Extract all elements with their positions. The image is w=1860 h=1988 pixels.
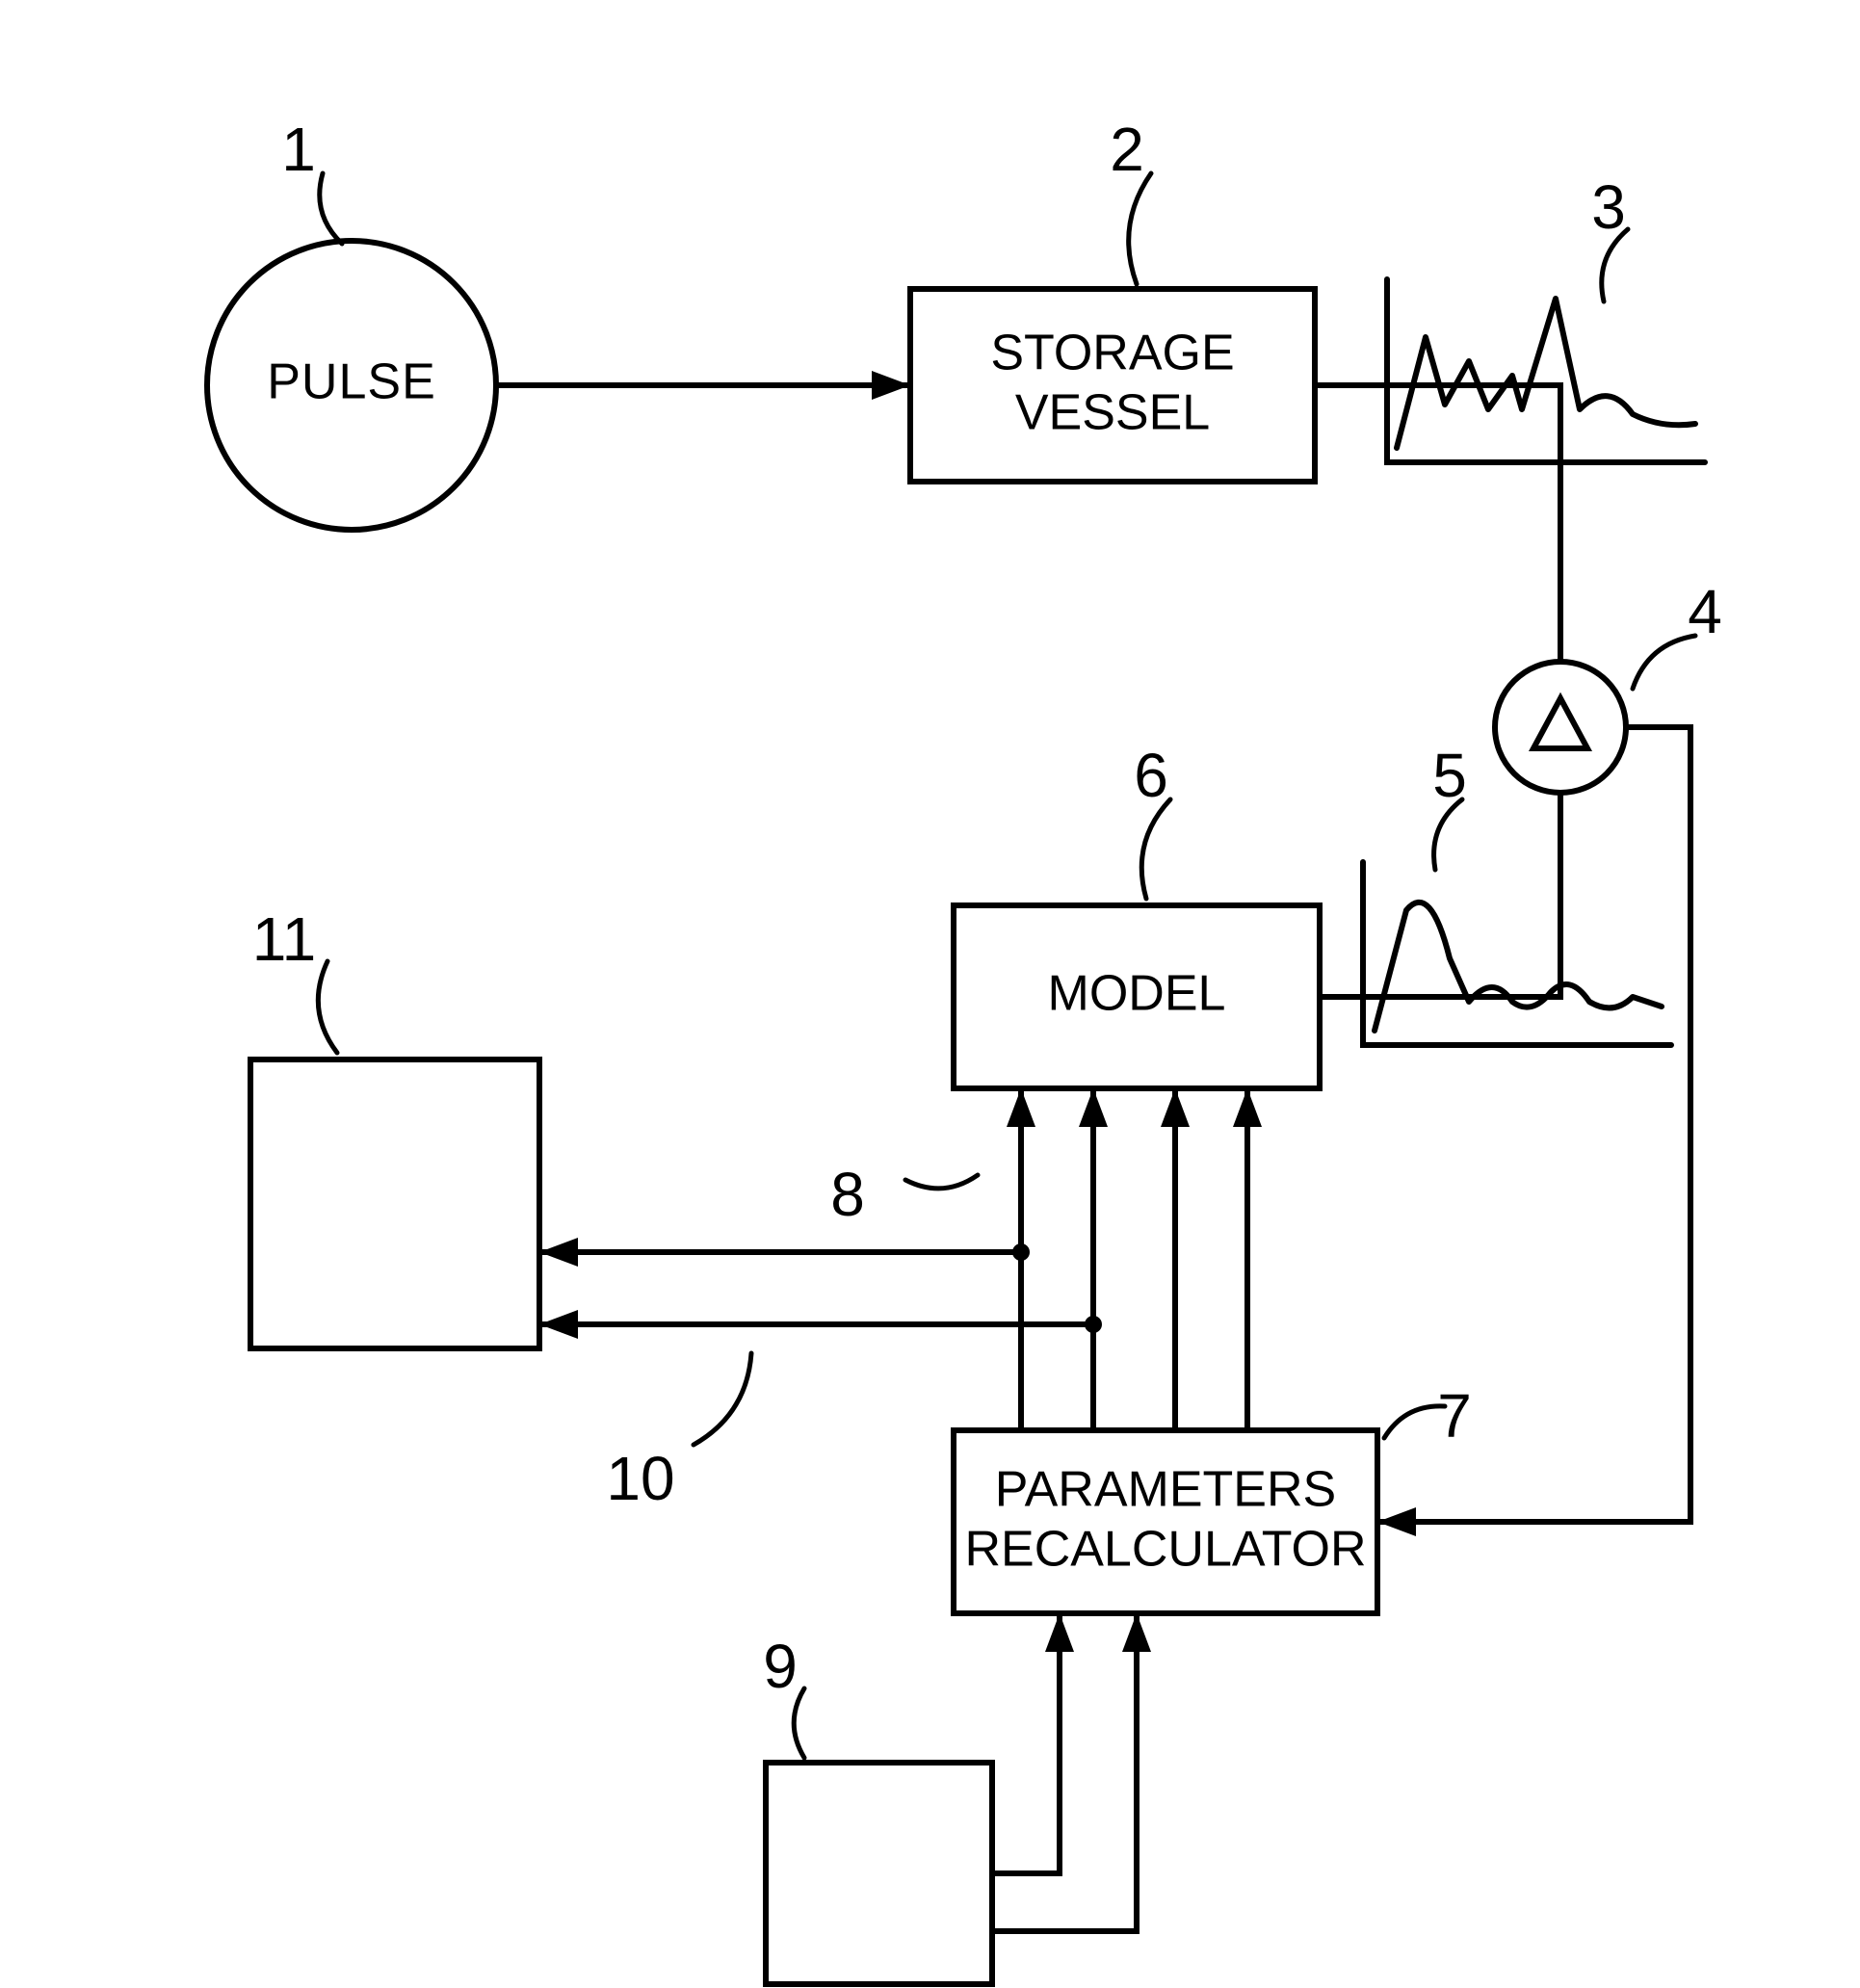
params-label-2: RECALCULATOR [964,1522,1366,1578]
storage-label-2: VESSEL [1015,385,1210,441]
input-box-9 [766,1763,992,1984]
comparator-node [1495,662,1626,793]
edge-9-junction [1085,1316,1102,1333]
callout-n1: 1 [281,115,316,184]
pulse-label: PULSE [267,354,436,410]
storage-label-1: STORAGE [990,326,1234,381]
callout-n9: 9 [763,1632,798,1701]
callout-n10: 10 [606,1444,674,1513]
callout-n8: 8 [830,1160,865,1229]
params-label-1: PARAMETERS [995,1462,1336,1518]
callout-n2: 2 [1110,115,1144,184]
callout-n6: 6 [1134,741,1168,810]
callout-n3: 3 [1591,172,1626,242]
edge-8-junction [1012,1243,1030,1261]
callout-n11: 11 [252,904,316,974]
model-label: MODEL [1048,966,1226,1022]
output-box-11 [250,1059,539,1348]
callout-n7: 7 [1437,1381,1472,1451]
